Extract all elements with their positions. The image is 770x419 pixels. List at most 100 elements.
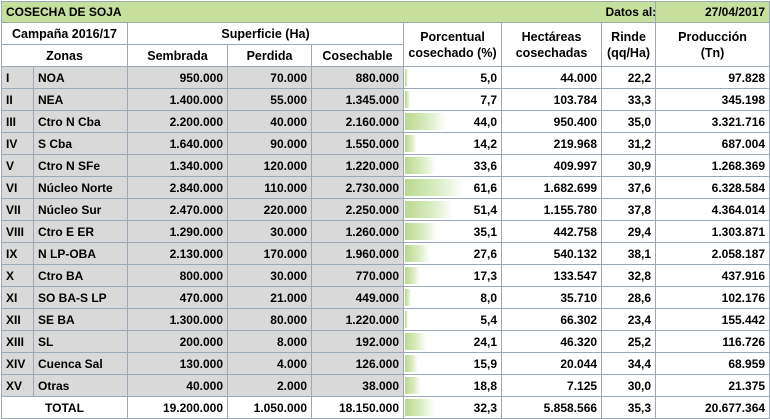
- pct-value: 35,1: [473, 224, 497, 239]
- table-row: IV S Cba 1.640.000 90.000 1.550.000 14,2 219.9…: [1, 132, 770, 155]
- hectareas-cell: 7.125: [500, 374, 603, 397]
- total-pct-cell: 32,3: [403, 396, 502, 419]
- zone-name: SO BA-S LP: [33, 286, 128, 309]
- hectareas-cell: 103.784: [500, 88, 603, 111]
- pct-value: 5,4: [480, 312, 497, 327]
- table-row: I NOA 950.000 70.000 880.000 5,0 44.000 22,2 97.…: [1, 66, 770, 89]
- table-row: IX N LP-OBA 2.130.000 170.000 1.960.000 27,6 5…: [1, 242, 770, 265]
- perdida-cell: 55.000: [227, 88, 312, 111]
- table-row: X Ctro BA 800.000 30.000 770.000 17,3 133.547 3…: [1, 264, 770, 287]
- header-superficie: Superficie (Ha): [127, 22, 404, 45]
- pct-bar: [405, 377, 422, 394]
- rinde-cell: 35,0: [601, 110, 657, 133]
- zone-name: Ctro N Cba: [33, 110, 128, 133]
- hectareas-cell: 219.968: [500, 132, 603, 155]
- hectareas-cell: 1.155.780: [500, 198, 603, 221]
- pct-cell: 15,9: [403, 352, 502, 375]
- sembrada-cell: 2.130.000: [127, 242, 228, 265]
- header-hectareas: Hectáreas cosechadas: [500, 22, 603, 67]
- rinde-cell: 38,1: [601, 242, 657, 265]
- table-row: XII SE BA 1.300.000 80.000 1.220.000 5,4 66.30…: [1, 308, 770, 331]
- pct-value: 44,0: [473, 114, 497, 129]
- zone-name: NOA: [33, 66, 128, 89]
- hectareas-cell: 950.400: [500, 110, 603, 133]
- total-label: TOTAL: [1, 396, 128, 419]
- sembrada-cell: 200.000: [127, 330, 228, 353]
- total-perdida: 1.050.000: [227, 396, 312, 419]
- cosechable-cell: 1.220.000: [311, 308, 404, 331]
- rinde-cell: 28,6: [601, 286, 657, 309]
- pct-bar: [405, 91, 411, 108]
- table-row: III Ctro N Cba 2.200.000 40.000 2.160.000 44,…: [1, 110, 770, 133]
- pct-bar: [405, 289, 411, 306]
- pct-cell: 14,2: [403, 132, 502, 155]
- header-rinde: Rinde (qq/Ha): [601, 22, 657, 67]
- produccion-cell: 345.198: [655, 88, 770, 111]
- zone-name: Ctro E ER: [33, 220, 128, 243]
- pct-bar: [405, 201, 453, 218]
- cosechable-cell: 449.000: [311, 286, 404, 309]
- rinde-cell: 33,3: [601, 88, 657, 111]
- pct-bar: [405, 267, 420, 284]
- rinde-cell: 31,2: [601, 132, 657, 155]
- pct-value: 51,4: [473, 202, 497, 217]
- cosechable-cell: 1.345.000: [311, 88, 404, 111]
- produccion-cell: 1.268.369: [655, 154, 770, 177]
- perdida-cell: 2.000: [227, 374, 312, 397]
- zone-number: XV: [1, 374, 34, 397]
- table-row: II NEA 1.400.000 55.000 1.345.000 7,7 103.784 3…: [1, 88, 770, 111]
- sembrada-cell: 1.340.000: [127, 154, 228, 177]
- table-row: XV Otras 40.000 2.000 38.000 18,8 7.125 30,0 21.…: [1, 374, 770, 397]
- total-sembrada: 19.200.000: [127, 396, 228, 419]
- zone-name: Ctro BA: [33, 264, 128, 287]
- zone-number: XII: [1, 308, 34, 331]
- cosechable-cell: 1.550.000: [311, 132, 404, 155]
- sembrada-cell: 470.000: [127, 286, 228, 309]
- rinde-cell: 30,0: [601, 374, 657, 397]
- date-label: Datos al:: [601, 1, 656, 23]
- perdida-cell: 220.000: [227, 198, 312, 221]
- table-row: VIII Ctro E ER 1.290.000 30.000 1.260.000 35,…: [1, 220, 770, 243]
- perdida-cell: 80.000: [227, 308, 312, 331]
- produccion-cell: 102.176: [655, 286, 770, 309]
- perdida-cell: 40.000: [227, 110, 312, 133]
- pct-cell: 27,6: [403, 242, 502, 265]
- pct-value: 15,9: [473, 356, 497, 371]
- rinde-cell: 37,6: [601, 176, 657, 199]
- zone-name: Ctro N SFe: [33, 154, 128, 177]
- produccion-cell: 6.328.584: [655, 176, 770, 199]
- hectareas-cell: 20.044: [500, 352, 603, 375]
- produccion-cell: 21.375: [655, 374, 770, 397]
- pct-value: 8,0: [480, 290, 497, 305]
- header-zonas: Zonas: [1, 44, 128, 67]
- rinde-cell: 25,2: [601, 330, 657, 353]
- hectareas-cell: 44.000: [500, 66, 603, 89]
- produccion-cell: 68.959: [655, 352, 770, 375]
- table-row: VI Núcleo Norte 2.840.000 110.000 2.730.000 6…: [1, 176, 770, 199]
- sembrada-cell: 950.000: [127, 66, 228, 89]
- pct-bar: [405, 223, 438, 240]
- produccion-cell: 437.916: [655, 264, 770, 287]
- rinde-cell: 22,2: [601, 66, 657, 89]
- pct-cell: 35,1: [403, 220, 502, 243]
- rinde-cell: 34,4: [601, 352, 657, 375]
- rinde-cell: 23,4: [601, 308, 657, 331]
- pct-bar: [405, 355, 419, 372]
- zone-number: V: [1, 154, 34, 177]
- zone-name: Núcleo Norte: [33, 176, 128, 199]
- pct-cell: 18,8: [403, 374, 502, 397]
- total-hectareas: 5.858.566: [500, 396, 603, 419]
- table-row: XIV Cuenca Sal 130.000 4.000 126.000 15,9 20.0…: [1, 352, 770, 375]
- cosechable-cell: 1.220.000: [311, 154, 404, 177]
- sembrada-cell: 2.200.000: [127, 110, 228, 133]
- sembrada-cell: 1.290.000: [127, 220, 228, 243]
- pct-value: 33,6: [473, 158, 497, 173]
- cosechable-cell: 38.000: [311, 374, 404, 397]
- zone-number: I: [1, 66, 34, 89]
- cosechable-cell: 192.000: [311, 330, 404, 353]
- sembrada-cell: 1.400.000: [127, 88, 228, 111]
- pct-value: 61,6: [473, 180, 497, 195]
- zone-name: SE BA: [33, 308, 128, 331]
- hectareas-cell: 35.710: [500, 286, 603, 309]
- campaign-label: Campaña 2016/17: [1, 22, 128, 45]
